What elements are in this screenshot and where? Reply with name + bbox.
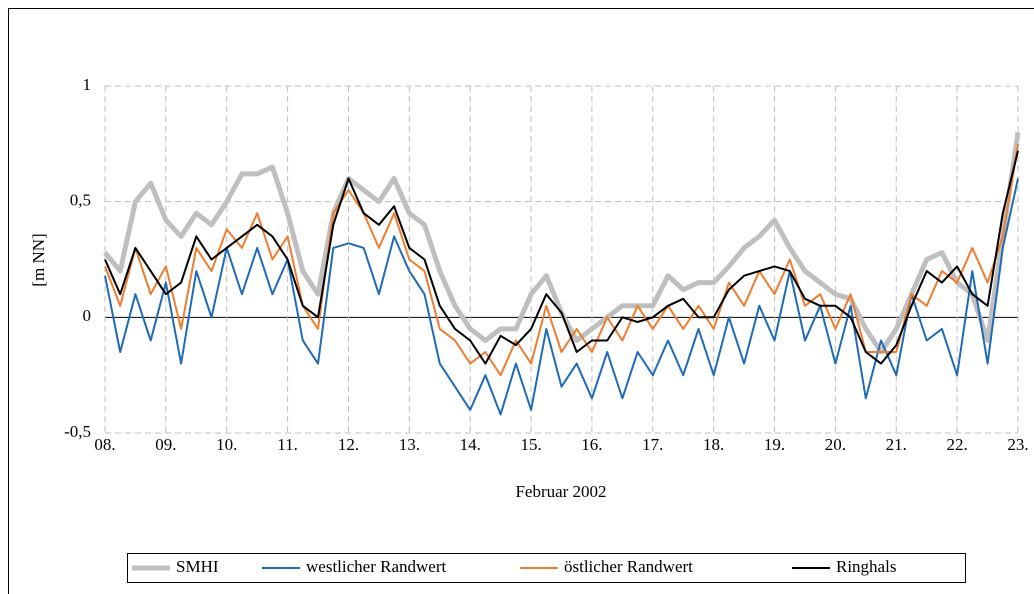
series-line: [104, 178, 1019, 416]
x-axis-label: Februar 2002: [515, 482, 606, 501]
x-tick-label: 17.: [642, 435, 663, 454]
x-tick-label: 19.: [764, 435, 785, 454]
x-tick-label: 21.: [886, 435, 907, 454]
series-line: [104, 150, 1019, 365]
legend-label: SMHI: [176, 557, 219, 576]
y-tick-label: -0,5: [64, 422, 91, 441]
x-tick-label: 08.: [94, 435, 115, 454]
legend-label: Ringhals: [836, 557, 896, 576]
x-tick-label: 18.: [703, 435, 724, 454]
y-tick-label: 0,5: [70, 191, 91, 210]
x-tick-label: 12.: [338, 435, 359, 454]
chart-frame: [8, 8, 1034, 594]
x-tick-label: 13.: [399, 435, 420, 454]
series-line: [103, 131, 1021, 355]
legend-label: westlicher Randwert: [306, 557, 446, 576]
legend-label: östlicher Randwert: [564, 557, 693, 576]
x-tick-label: 09.: [155, 435, 176, 454]
x-tick-label: 15.: [520, 435, 541, 454]
x-tick-label: 16.: [581, 435, 602, 454]
x-tick-label: 23.: [1007, 435, 1028, 454]
x-tick-label: 10.: [216, 435, 237, 454]
x-tick-label: 22.: [947, 435, 968, 454]
x-tick-label: 20.: [825, 435, 846, 454]
x-tick-label: 14.: [460, 435, 481, 454]
y-axis-label: [m NN]: [29, 233, 48, 286]
y-tick-label: 0: [83, 306, 92, 325]
y-tick-label: 1: [83, 75, 92, 94]
x-tick-label: 11.: [277, 435, 298, 454]
